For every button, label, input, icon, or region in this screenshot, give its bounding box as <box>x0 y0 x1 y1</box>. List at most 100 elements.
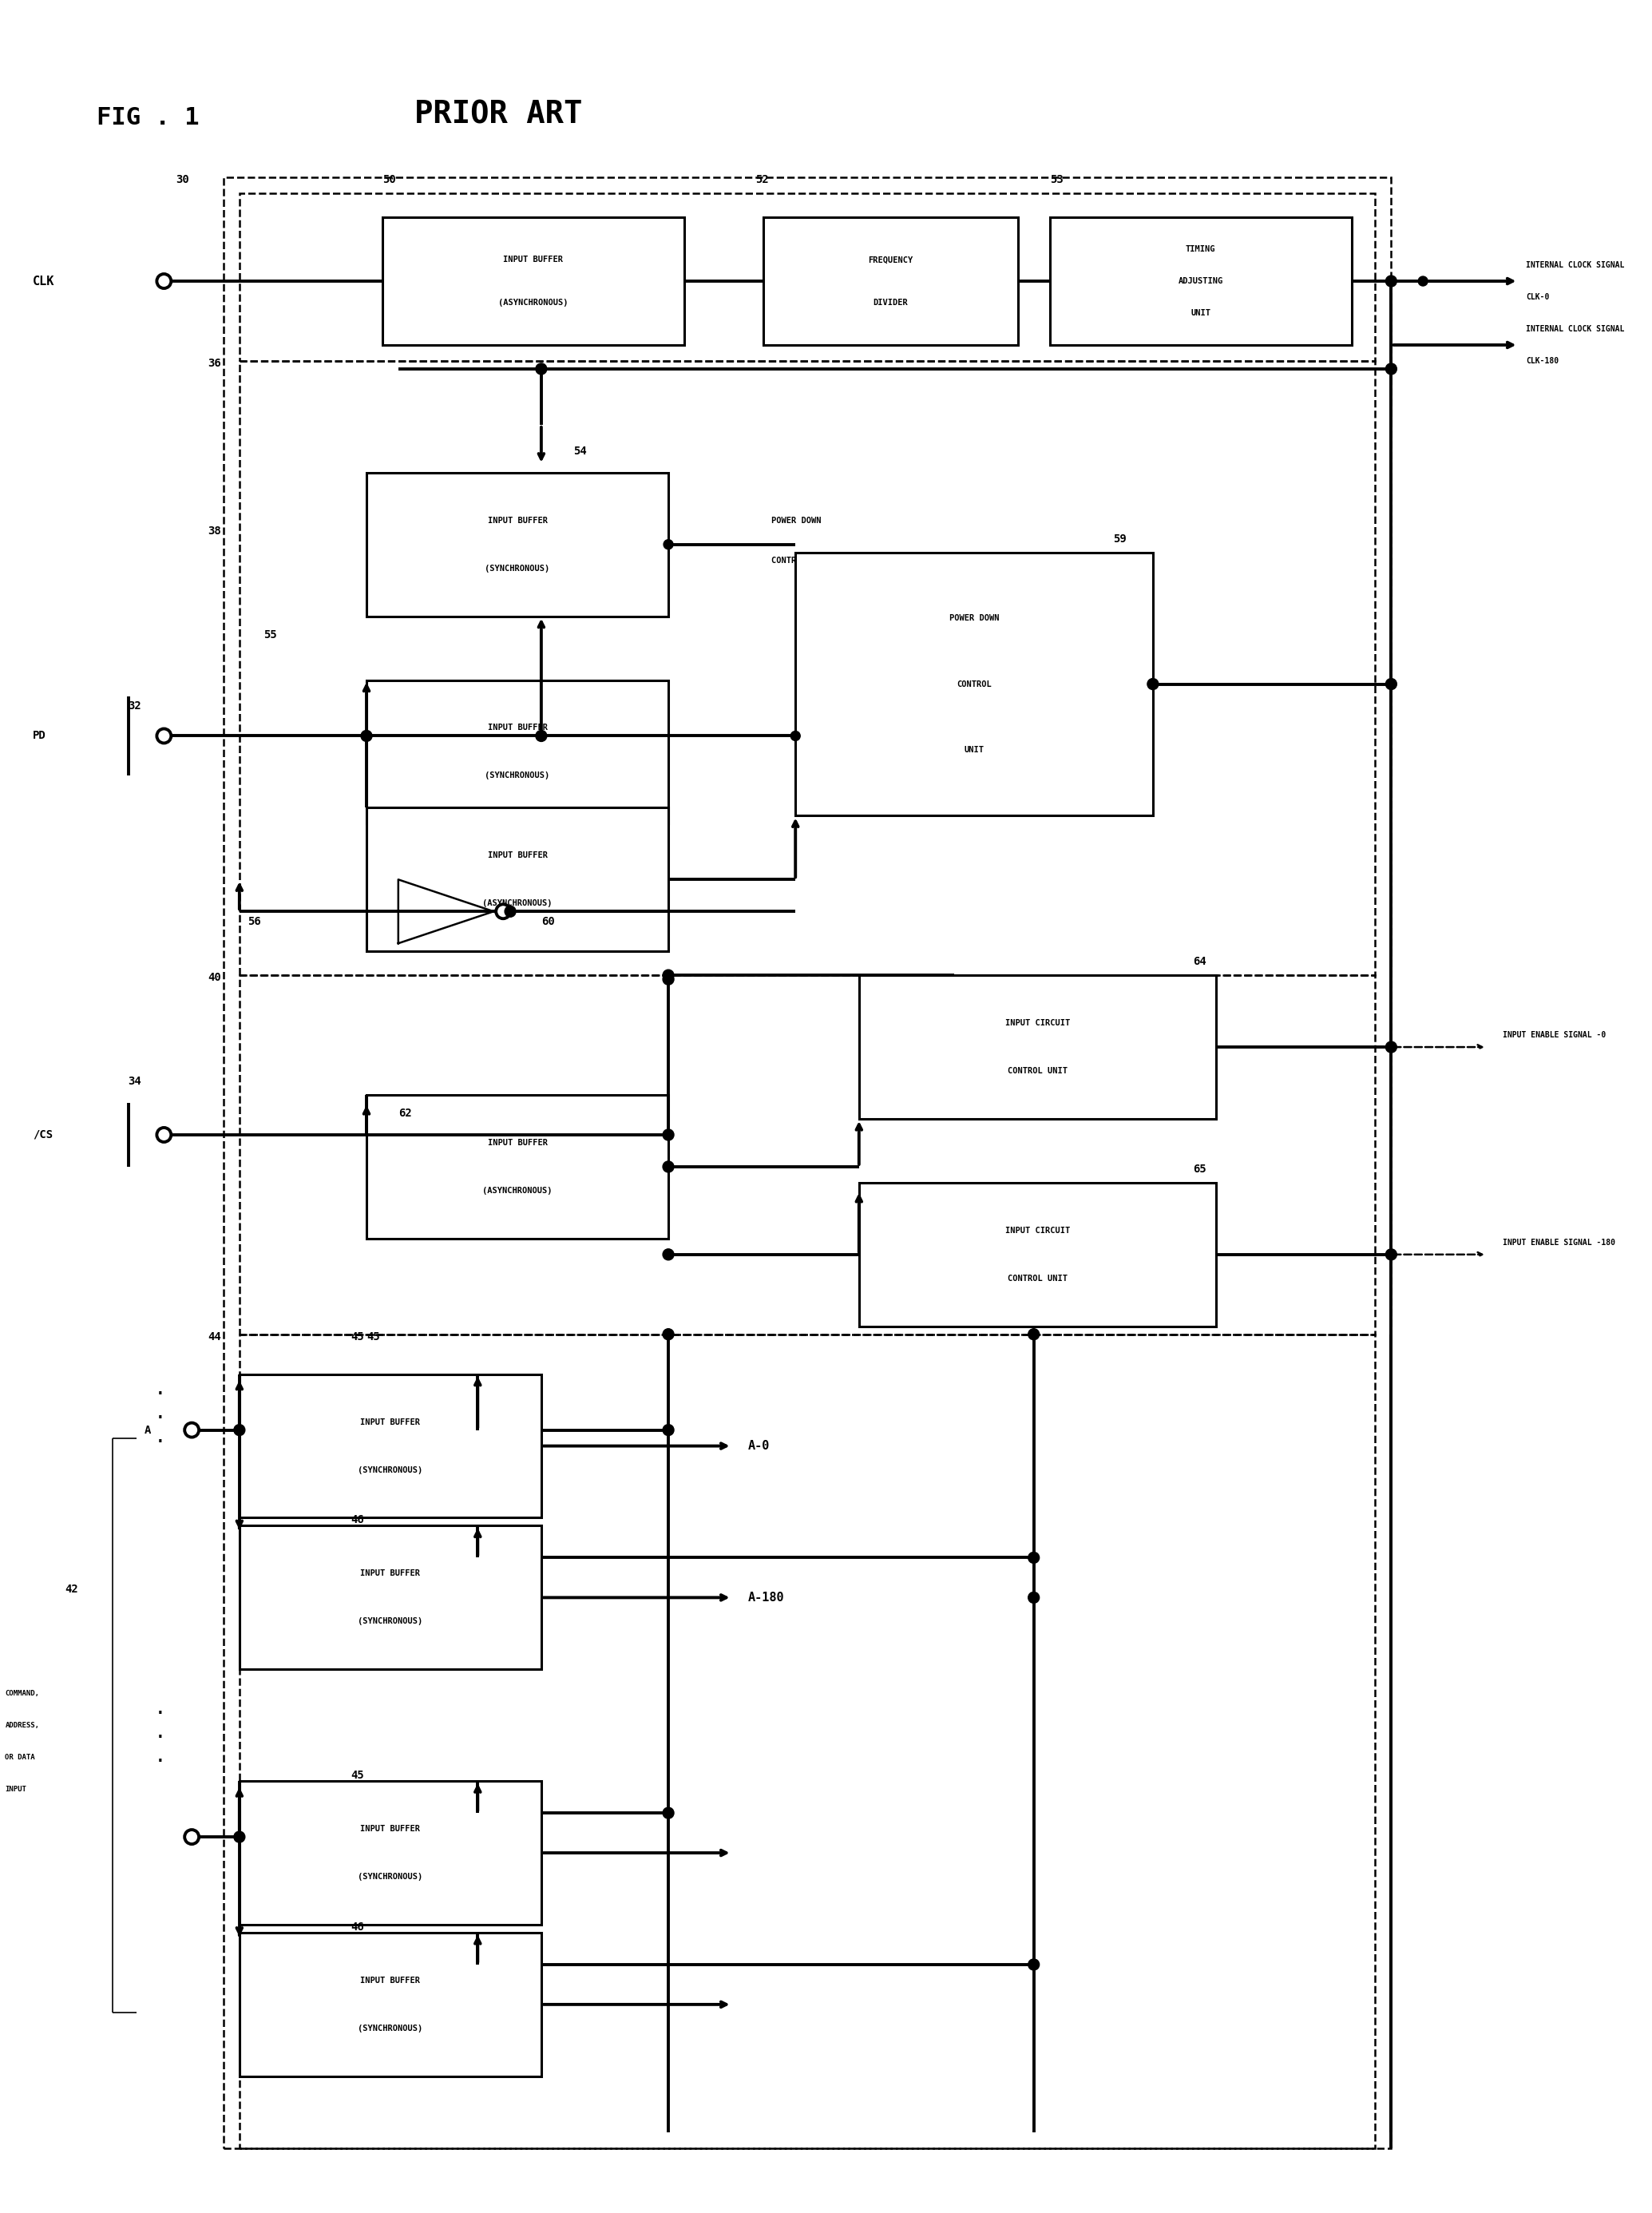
Text: CONTROL SIGNAL: CONTROL SIGNAL <box>771 555 841 564</box>
Text: 64: 64 <box>1193 956 1206 967</box>
Circle shape <box>1386 277 1396 288</box>
Circle shape <box>1417 277 1427 285</box>
Text: CONTROL UNIT: CONTROL UNIT <box>1008 1275 1067 1281</box>
Text: 46: 46 <box>350 1921 363 1932</box>
Text: CLK-0: CLK-0 <box>1526 292 1550 301</box>
Text: 45: 45 <box>350 1770 363 1781</box>
Circle shape <box>1148 679 1158 690</box>
Bar <box>240 361 1376 976</box>
Text: 38: 38 <box>208 524 221 536</box>
Text: INPUT BUFFER: INPUT BUFFER <box>504 257 563 263</box>
Circle shape <box>662 1162 674 1173</box>
Circle shape <box>157 1129 172 1142</box>
Text: (SYNCHRONOUS): (SYNCHRONOUS) <box>358 1618 423 1627</box>
Text: 44: 44 <box>208 1330 221 1343</box>
Circle shape <box>1028 1591 1039 1602</box>
Bar <box>240 1334 1376 2149</box>
Circle shape <box>506 905 515 916</box>
Text: 55: 55 <box>263 628 276 640</box>
Text: 36: 36 <box>208 359 221 370</box>
Text: .: . <box>155 1750 165 1764</box>
Circle shape <box>496 905 510 918</box>
Text: OR DATA: OR DATA <box>5 1753 35 1762</box>
Text: 32: 32 <box>129 702 142 713</box>
Text: TIMING: TIMING <box>1186 246 1216 252</box>
Circle shape <box>662 969 674 980</box>
Text: (SYNCHRONOUS): (SYNCHRONOUS) <box>486 564 550 573</box>
Circle shape <box>662 1425 674 1436</box>
Bar <box>367 1095 669 1239</box>
Text: (SYNCHRONOUS): (SYNCHRONOUS) <box>358 1465 423 1474</box>
Text: ADDRESS,: ADDRESS, <box>5 1722 40 1728</box>
Text: .: . <box>155 1407 165 1421</box>
Text: (ASYNCHRONOUS): (ASYNCHRONOUS) <box>482 1186 552 1195</box>
Text: CONTROL: CONTROL <box>957 679 991 688</box>
Text: /CS: /CS <box>33 1129 53 1140</box>
Text: .: . <box>155 1726 165 1742</box>
Text: 54: 54 <box>573 445 586 456</box>
Text: (ASYNCHRONOUS): (ASYNCHRONOUS) <box>482 898 552 907</box>
Bar <box>240 1932 542 2076</box>
Text: INPUT BUFFER: INPUT BUFFER <box>487 724 547 733</box>
Text: 42: 42 <box>64 1585 78 1596</box>
Bar <box>859 976 1216 1120</box>
Text: 34: 34 <box>129 1076 142 1087</box>
Text: .: . <box>155 1702 165 1717</box>
Circle shape <box>185 1423 198 1436</box>
Text: COMMAND,: COMMAND, <box>5 1691 40 1697</box>
Text: 45: 45 <box>367 1330 380 1343</box>
Text: (SYNCHRONOUS): (SYNCHRONOUS) <box>358 1872 423 1881</box>
Text: INPUT ENABLE SIGNAL -0: INPUT ENABLE SIGNAL -0 <box>1502 1031 1606 1040</box>
Text: (SYNCHRONOUS): (SYNCHRONOUS) <box>358 2025 423 2032</box>
Text: PD: PD <box>33 730 46 741</box>
Bar <box>240 1374 542 1518</box>
Text: POWER DOWN: POWER DOWN <box>771 516 821 524</box>
Circle shape <box>1028 1551 1039 1562</box>
Text: A-0: A-0 <box>748 1441 770 1452</box>
Bar <box>859 1182 1216 1326</box>
Circle shape <box>360 730 372 741</box>
Circle shape <box>1386 1248 1396 1259</box>
Text: 59: 59 <box>1113 533 1127 544</box>
Text: (ASYNCHRONOUS): (ASYNCHRONOUS) <box>499 299 568 305</box>
Text: 50: 50 <box>382 175 396 186</box>
Text: INPUT BUFFER: INPUT BUFFER <box>360 1419 420 1425</box>
Bar <box>223 177 1391 2149</box>
Circle shape <box>535 363 547 374</box>
Circle shape <box>662 1129 674 1140</box>
Text: A-180: A-180 <box>748 1591 785 1604</box>
Circle shape <box>664 540 672 549</box>
Text: INPUT BUFFER: INPUT BUFFER <box>360 1569 420 1578</box>
Circle shape <box>662 974 674 985</box>
Bar <box>240 1781 542 1925</box>
Bar <box>1049 217 1351 345</box>
Circle shape <box>662 1248 674 1259</box>
Circle shape <box>1386 363 1396 374</box>
Text: 56: 56 <box>248 916 261 927</box>
Bar <box>796 553 1153 817</box>
Bar <box>240 976 1376 1334</box>
Text: FREQUENCY: FREQUENCY <box>869 257 914 263</box>
Text: 46: 46 <box>350 1514 363 1525</box>
Circle shape <box>157 274 172 288</box>
Text: 62: 62 <box>398 1109 411 1120</box>
Bar <box>240 1525 542 1669</box>
Text: DIVIDER: DIVIDER <box>874 299 909 305</box>
Circle shape <box>185 1830 198 1843</box>
Text: INPUT CIRCUIT: INPUT CIRCUIT <box>1006 1020 1070 1027</box>
Bar <box>763 217 1018 345</box>
Text: INPUT CIRCUIT: INPUT CIRCUIT <box>1006 1226 1070 1235</box>
Circle shape <box>1028 1959 1039 1970</box>
Text: INTERNAL CLOCK SIGNAL: INTERNAL CLOCK SIGNAL <box>1526 261 1624 270</box>
Text: CONTROL UNIT: CONTROL UNIT <box>1008 1067 1067 1076</box>
Text: FIG . 1: FIG . 1 <box>96 106 200 131</box>
Text: INPUT BUFFER: INPUT BUFFER <box>487 1140 547 1146</box>
Text: INTERNAL CLOCK SIGNAL: INTERNAL CLOCK SIGNAL <box>1526 325 1624 332</box>
Text: 40: 40 <box>208 972 221 983</box>
Text: UNIT: UNIT <box>1191 310 1211 316</box>
Circle shape <box>662 1808 674 1819</box>
Circle shape <box>157 728 172 744</box>
Circle shape <box>535 730 547 741</box>
Circle shape <box>235 1832 244 1843</box>
Polygon shape <box>398 879 494 943</box>
